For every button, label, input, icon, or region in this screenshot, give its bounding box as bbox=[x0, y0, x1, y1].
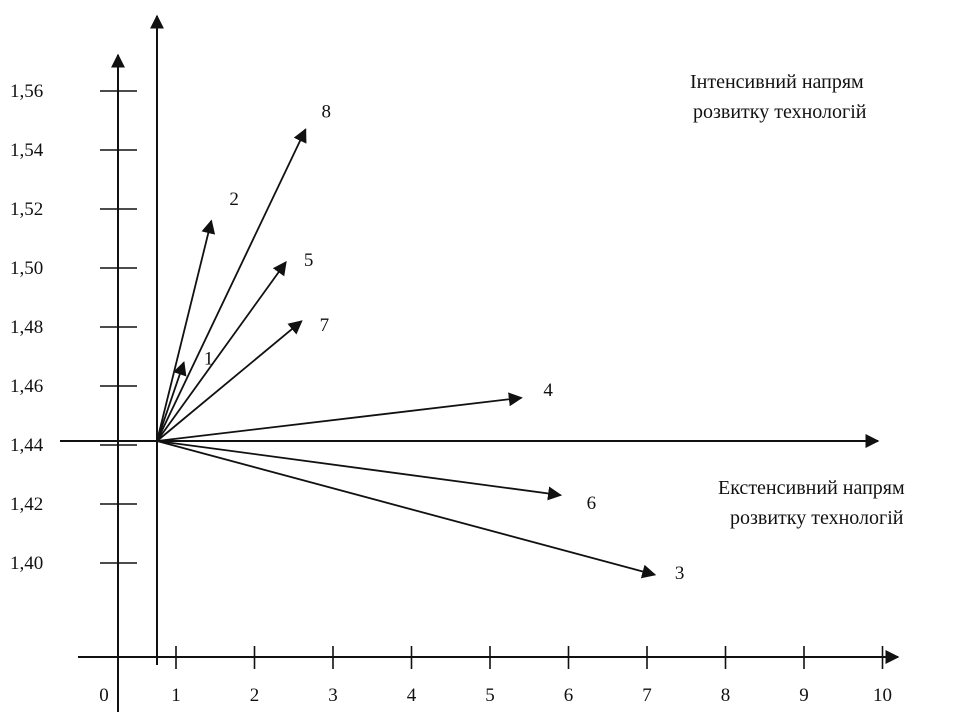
x-tick-label: 1 bbox=[171, 685, 181, 706]
vector-1 bbox=[156, 361, 187, 442]
vector-3 bbox=[156, 440, 657, 579]
vector-label-8: 8 bbox=[322, 101, 332, 122]
vectors-group: 1 2 3 4 5 6 7 8 bbox=[156, 101, 685, 584]
y-tick-label: 1,46 bbox=[10, 376, 43, 397]
x-tick-label: 10 bbox=[873, 685, 892, 706]
extensive-caption-line2: розвитку технологій bbox=[730, 507, 904, 529]
x-tick-label: 9 bbox=[799, 685, 809, 706]
vector-label-5: 5 bbox=[304, 250, 314, 271]
y-axis-ticks: 1,40 1,42 1,44 1,46 1,48 1,50 1,52 1,54 1,56 bbox=[10, 81, 137, 574]
vector-8 bbox=[156, 128, 307, 442]
x-tick-label: 4 bbox=[407, 685, 417, 706]
vector-label-1: 1 bbox=[204, 348, 214, 369]
extensive-caption-line1: Екстенсивний напрям bbox=[718, 477, 905, 499]
x-tick-label: 2 bbox=[250, 685, 260, 706]
vector-label-6: 6 bbox=[587, 493, 597, 514]
vector-7 bbox=[156, 320, 303, 442]
axes-group bbox=[60, 14, 900, 712]
vector-label-7: 7 bbox=[320, 315, 330, 336]
intensive-caption-line2: розвитку технологій bbox=[693, 101, 867, 123]
x-axis-ticks: 0 1 2 3 4 5 6 7 8 9 10 bbox=[99, 646, 892, 706]
vector-6 bbox=[156, 440, 563, 501]
intensive-caption-line1: Інтенсивний напрям bbox=[690, 71, 864, 93]
y-tick-label: 1,54 bbox=[10, 140, 44, 161]
x-tick-label: 3 bbox=[328, 685, 338, 706]
y-tick-label: 1,40 bbox=[10, 553, 43, 574]
y-tick-label: 1,50 bbox=[10, 258, 43, 279]
vector-4 bbox=[156, 392, 523, 442]
x-tick-label: 8 bbox=[721, 685, 731, 706]
vector-5 bbox=[156, 260, 287, 442]
vector-2 bbox=[156, 219, 216, 442]
x-tick-label: 7 bbox=[642, 685, 652, 706]
y-tick-label: 1,52 bbox=[10, 199, 43, 220]
vector-label-2: 2 bbox=[229, 189, 239, 210]
y-tick-label: 1,48 bbox=[10, 317, 43, 338]
vector-label-3: 3 bbox=[675, 563, 685, 584]
y-tick-label: 1,42 bbox=[10, 494, 43, 515]
x-tick-label: 6 bbox=[564, 685, 574, 706]
y-tick-label: 1,44 bbox=[10, 435, 44, 456]
y-tick-label: 1,56 bbox=[10, 81, 43, 102]
vector-label-4: 4 bbox=[543, 380, 553, 401]
x-tick-label: 0 bbox=[99, 685, 109, 706]
x-tick-label: 5 bbox=[485, 685, 495, 706]
